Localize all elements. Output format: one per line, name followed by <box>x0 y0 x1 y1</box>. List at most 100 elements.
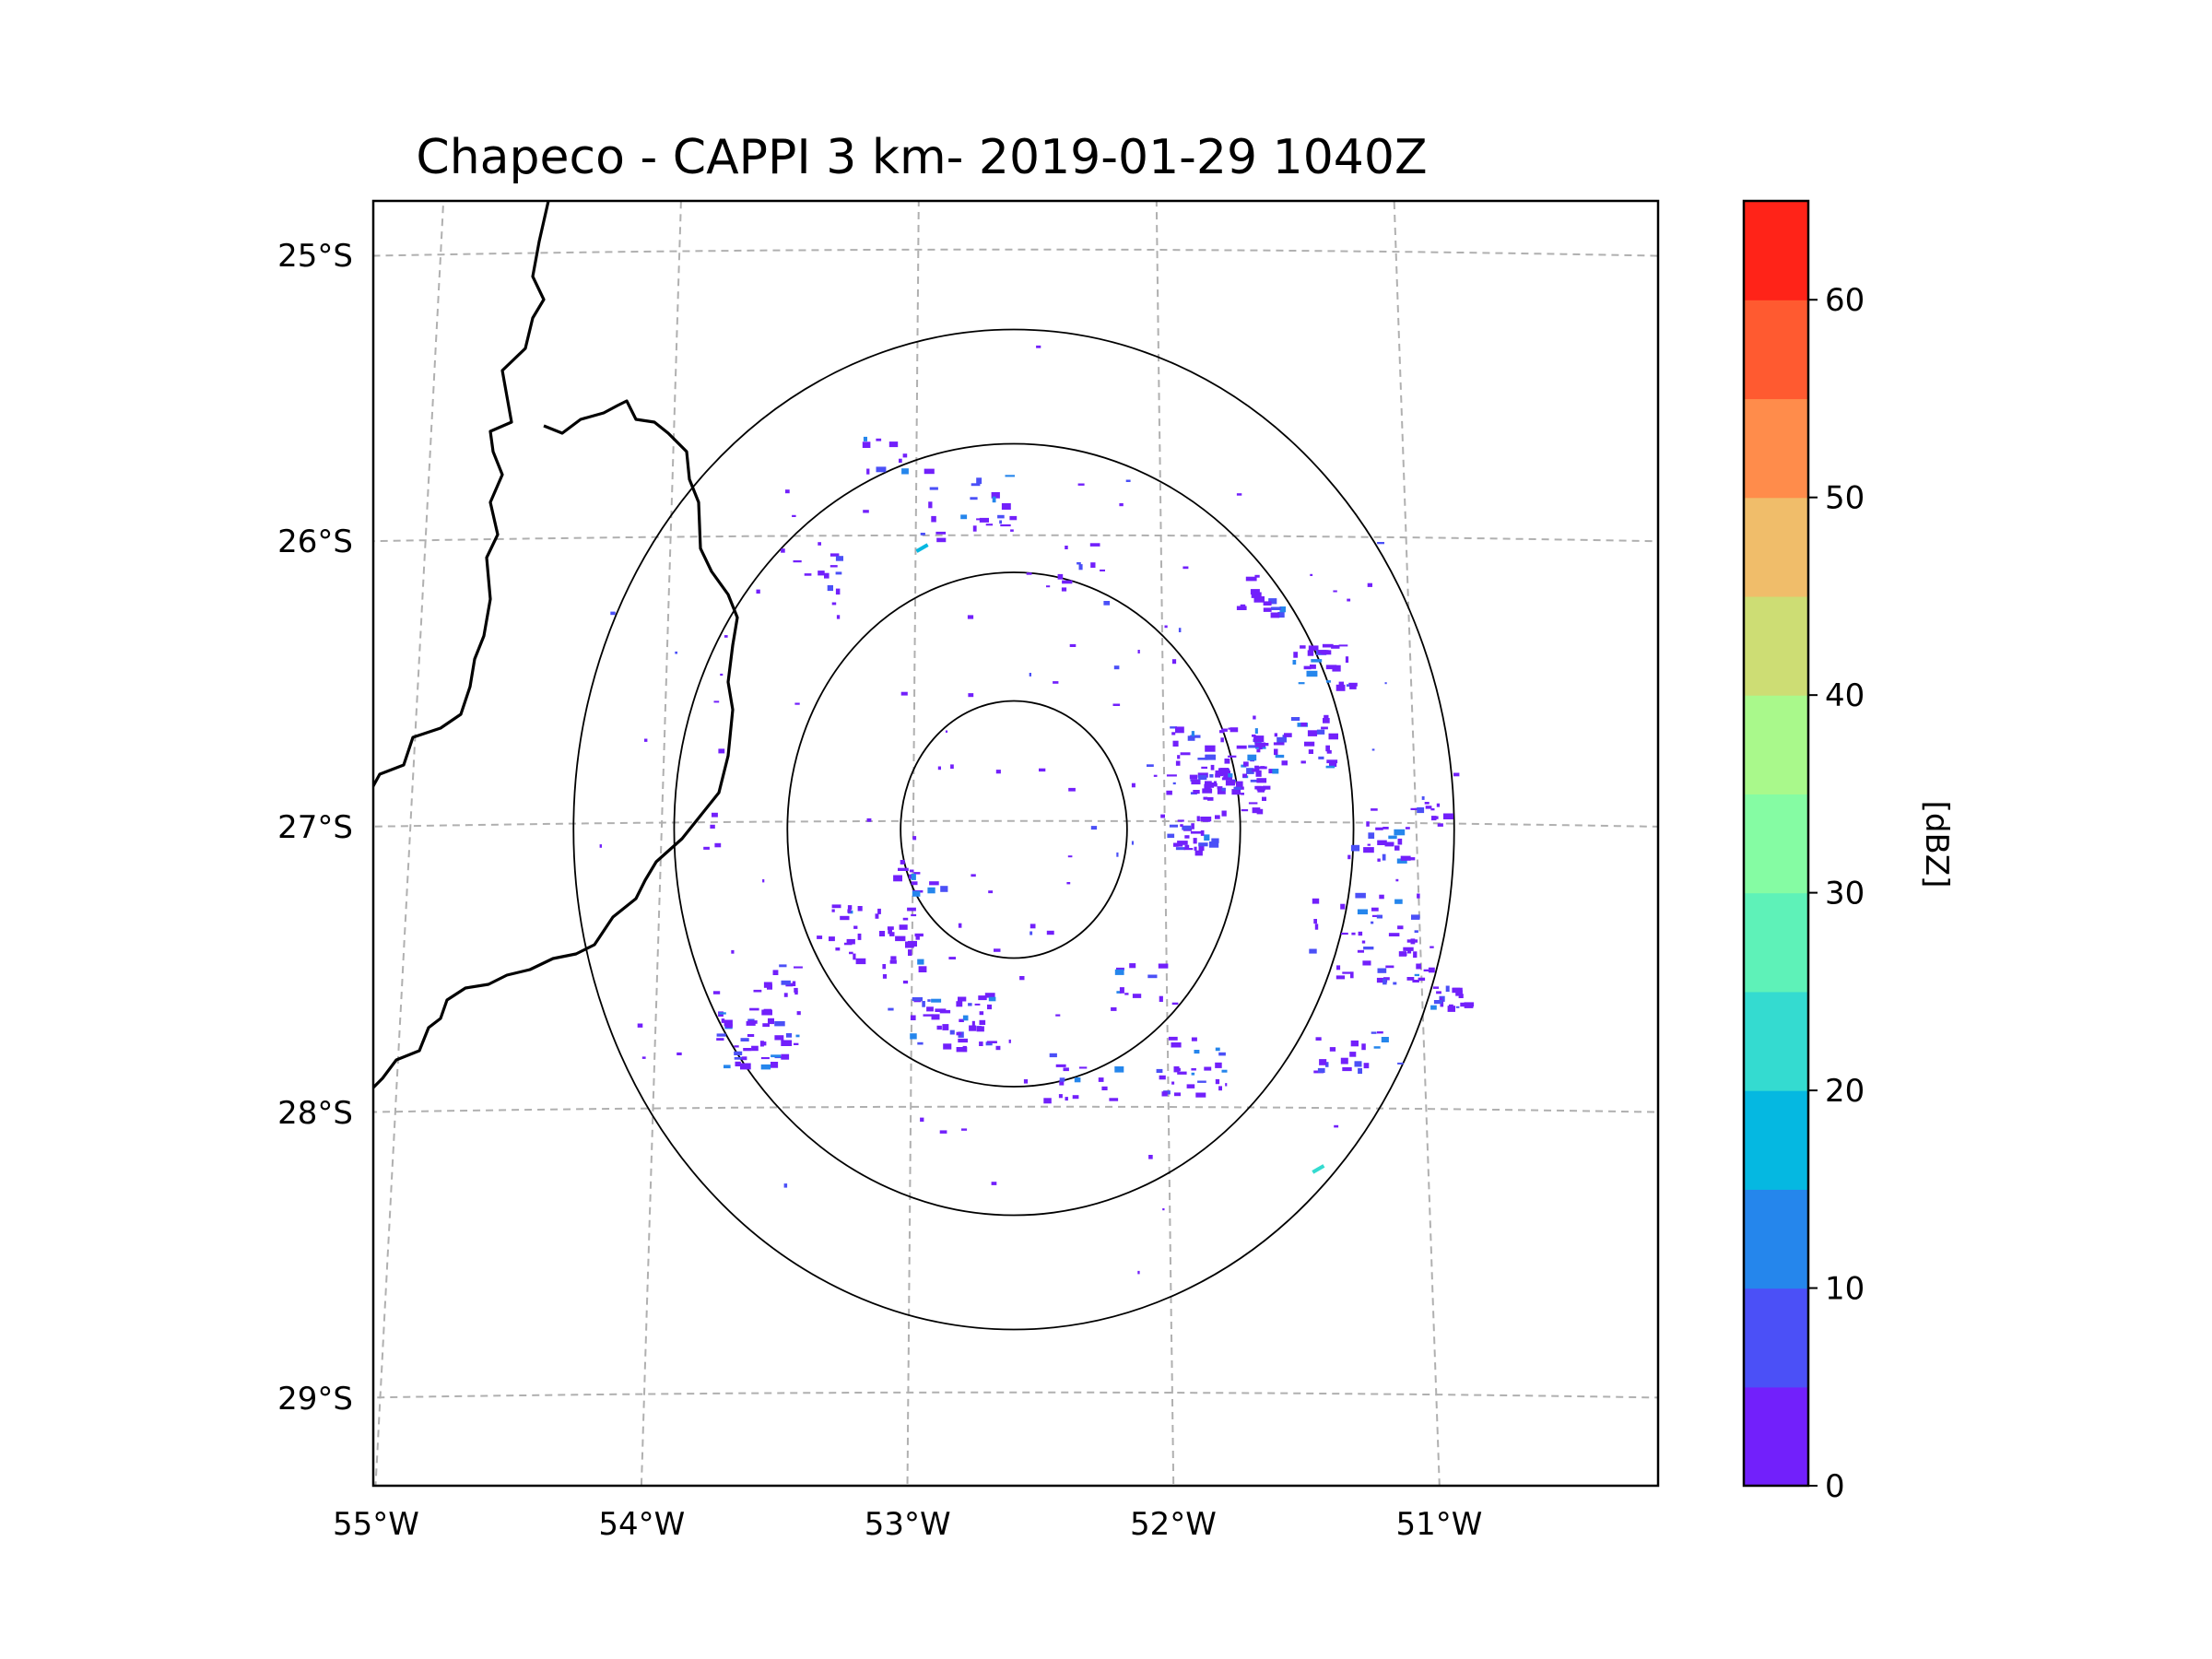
echo-cell <box>939 1130 947 1134</box>
lat-tick-label: 29°S <box>277 1381 353 1418</box>
echo-cell <box>862 441 871 448</box>
echo-cell <box>1417 806 1425 814</box>
echo-cell <box>1405 827 1410 830</box>
echo-cell <box>1371 1031 1377 1034</box>
echo-cell <box>1292 660 1297 665</box>
echo-cell <box>1183 848 1194 851</box>
echo-cell <box>1328 733 1338 740</box>
echo-cell <box>1342 971 1351 974</box>
latitude-labels: 25°S 26°S 27°S 28°S 29°S <box>277 238 353 1418</box>
echo-cell <box>1090 826 1098 830</box>
echo-cell <box>1174 1092 1181 1097</box>
echo-cell <box>793 559 802 563</box>
echo-cell <box>976 1026 984 1032</box>
echo-cell <box>895 935 906 942</box>
lat-gridline <box>373 1105 1658 1113</box>
echo-cell <box>889 932 895 936</box>
echo-cell <box>1112 703 1121 706</box>
echo-cell <box>1221 1069 1228 1073</box>
colorbar-tick-label: 0 <box>1825 1468 1845 1505</box>
echo-cell <box>831 602 837 606</box>
echo-cell <box>882 964 887 970</box>
echo-cell <box>1065 546 1068 549</box>
echo-cell <box>1055 1064 1066 1067</box>
echo-cell <box>1228 755 1237 758</box>
echo-cell <box>1176 1067 1181 1072</box>
echo-cell <box>760 1041 767 1046</box>
echo-cell <box>1274 748 1278 756</box>
echo-cell <box>927 999 931 1002</box>
echo-cell <box>1303 665 1312 670</box>
echo-cell <box>976 477 982 485</box>
echo-cell <box>1377 858 1381 862</box>
echo-cell <box>902 453 908 458</box>
echo-cell <box>724 1019 733 1027</box>
echo-cell <box>1293 652 1298 658</box>
echo-cell <box>1270 612 1280 618</box>
echo-cell <box>1159 995 1163 1002</box>
echo-cell <box>713 700 720 703</box>
echo-cell <box>913 1000 922 1003</box>
echo-cell <box>1255 770 1262 777</box>
echo-cell <box>1010 529 1014 532</box>
echo-cell <box>1300 760 1306 764</box>
echo-cell <box>1414 930 1418 933</box>
echo-cell <box>818 542 821 546</box>
colorbar-segment <box>1744 695 1808 794</box>
echo-cell <box>1254 765 1259 772</box>
lon-tick-label: 51°W <box>1395 1506 1482 1543</box>
range-ring <box>786 571 1241 1088</box>
echo-cell <box>1310 573 1313 576</box>
echo-cell <box>1215 815 1220 819</box>
echo-cell <box>1388 835 1397 840</box>
echo-cell <box>836 615 841 619</box>
echo-cell <box>1193 838 1197 844</box>
echo-cell <box>1172 782 1176 785</box>
echo-cell-strong <box>1312 1164 1325 1174</box>
echo-cell <box>956 1031 962 1036</box>
echo-cell <box>677 1052 682 1055</box>
echo-cell <box>1248 745 1257 748</box>
echo-cell <box>1191 1037 1197 1041</box>
echo-cell <box>1367 843 1371 846</box>
echo-cell <box>1268 769 1275 774</box>
echo-cell <box>936 1025 942 1030</box>
echo-cell <box>1347 854 1351 860</box>
echo-cell <box>1198 845 1205 852</box>
echo-cell <box>1290 717 1300 721</box>
echo-cell <box>1218 768 1229 771</box>
echo-cell <box>1221 787 1226 792</box>
echo-cell <box>1221 777 1232 781</box>
echo-cell <box>971 874 976 877</box>
lat-gridline <box>373 534 1658 543</box>
echo-cell <box>1168 1036 1178 1041</box>
echo-cell <box>1215 1062 1222 1068</box>
echo-cell <box>1218 1086 1222 1091</box>
echo-cell <box>940 886 948 892</box>
colorbar-segment <box>1744 794 1808 894</box>
echo-cell <box>1264 743 1269 747</box>
echo-cell <box>994 948 1001 952</box>
echo-cell <box>831 909 835 912</box>
echo-cell <box>979 517 989 523</box>
echo-cell <box>761 1009 772 1016</box>
lon-gridline <box>1393 201 1441 1486</box>
echo-cell <box>1412 980 1419 982</box>
echo-cell <box>1114 969 1124 975</box>
echo-cell <box>1225 1083 1228 1087</box>
echo-cell <box>1436 991 1441 994</box>
echo-cell <box>931 998 942 1003</box>
echo-cell <box>1376 977 1388 983</box>
echo-cell <box>1063 1067 1069 1072</box>
echo-cell <box>853 925 858 929</box>
echo-cell <box>1403 947 1414 951</box>
colorbar-tick-label: 30 <box>1825 876 1865 912</box>
echo-cell <box>927 887 935 894</box>
echo-cell <box>968 693 974 698</box>
echo-cell <box>1377 968 1387 973</box>
echo-cell <box>1377 1031 1383 1034</box>
range-ring <box>900 700 1128 959</box>
echo-cell <box>1317 1067 1325 1073</box>
echo-cell <box>1382 827 1389 830</box>
echo-cell <box>1215 1078 1220 1085</box>
